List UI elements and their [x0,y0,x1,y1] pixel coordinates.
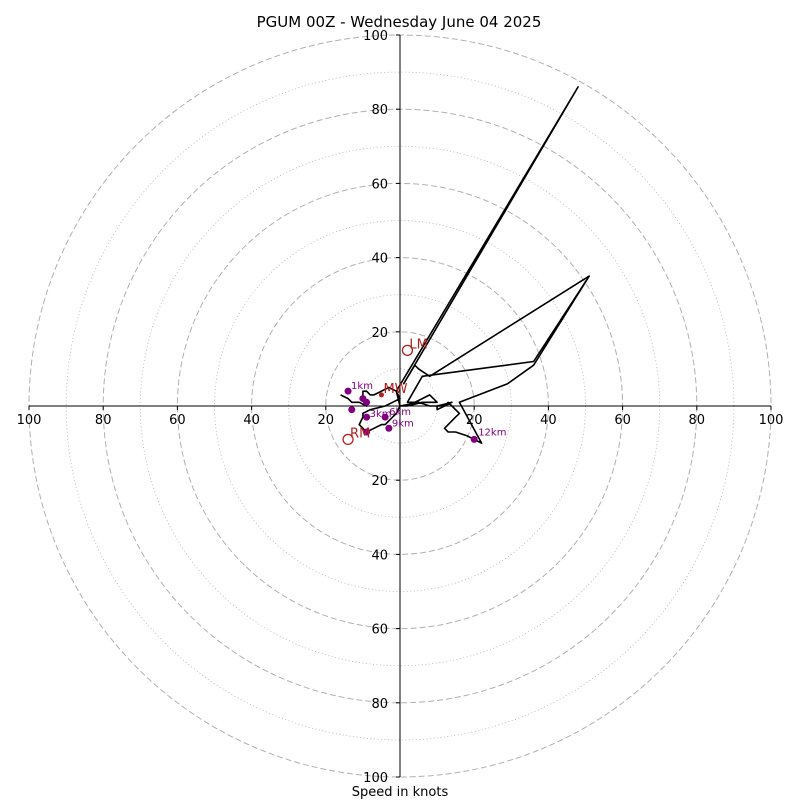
y-tick-label: 60 [371,177,388,192]
height-marker [363,428,371,436]
tick-labels: 100 100 80 80 60 60 40 40 20 20 20 20 40 40 60 60 80 80 10… [17,29,784,786]
y-tick-label: 100 [363,29,388,44]
y-tick-label: 40 [371,252,388,267]
x-tick-label: 80 [689,413,706,428]
height-label: 1km [351,381,373,392]
height-marker [363,413,371,421]
x-tick-label: 20 [466,413,483,428]
hodograph-trace [340,86,591,444]
x-tick-label: 100 [759,413,784,428]
y-tick-label: 80 [371,697,388,712]
mean-wind-marker [378,392,384,398]
height-marker [348,406,356,414]
x-axis-label: Speed in knots [352,785,449,800]
storm-motion-label: MW [383,382,407,397]
x-tick-label: 40 [540,413,557,428]
hodograph-line [340,86,591,444]
height-label: 3km [370,409,392,420]
y-tick-label: 40 [371,548,388,563]
storm-motion-label: RM [350,426,370,441]
x-tick-label: 40 [243,413,260,428]
x-tick-label: 20 [318,413,335,428]
height-marker [363,398,371,406]
y-tick-label: 20 [371,326,388,341]
height-marker [470,435,478,443]
storm-motion-marker [342,433,354,446]
x-tick-label: 60 [614,413,631,428]
height-marker [381,413,389,421]
y-tick-label: 20 [371,474,388,489]
height-label: 9km [392,418,414,429]
x-tick-label: 80 [95,413,112,428]
height-marker [385,424,393,432]
x-tick-label: 100 [17,413,42,428]
height-marker [344,387,352,395]
x-tick-label: 60 [169,413,186,428]
storm-motion-markers: LM RM MW [342,337,428,446]
height-label: 6km [389,407,411,418]
height-label: 12km [478,427,506,438]
chart-title: PGUM 00Z - Wednesday June 04 2025 [257,13,542,31]
y-tick-label: 100 [363,771,388,786]
y-tick-label: 60 [371,623,388,638]
storm-motion-label: LM [409,337,427,352]
storm-motion-marker [401,344,414,357]
y-tick-label: 80 [371,103,388,118]
